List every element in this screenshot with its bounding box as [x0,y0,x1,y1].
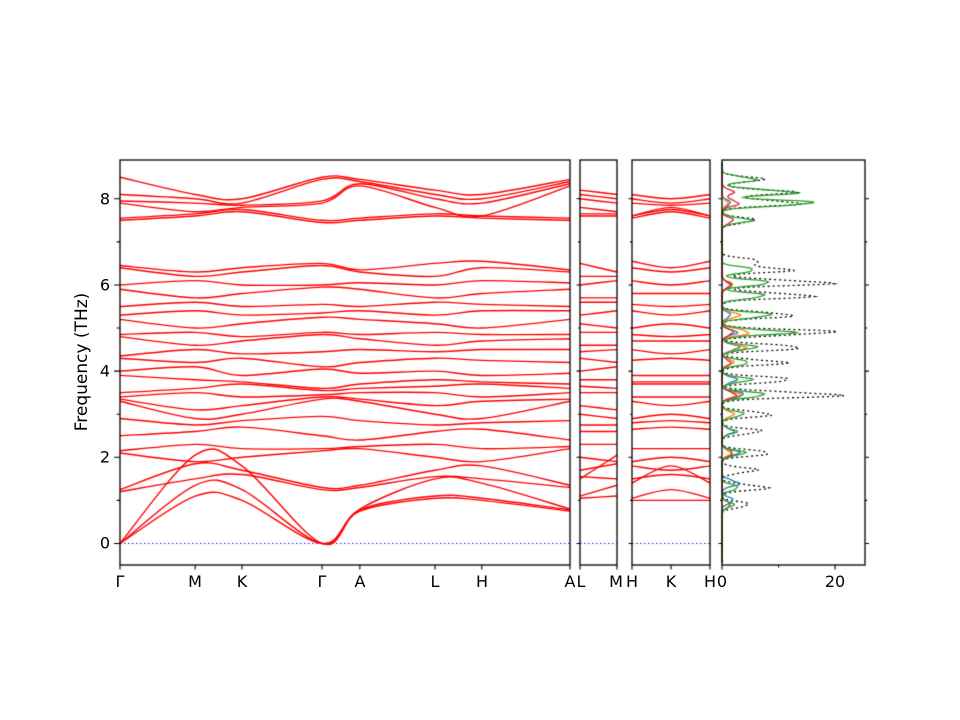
dos-tick-0: 0 [716,572,728,591]
ktick-A-1: A [354,572,366,591]
ktick-L-1: L [430,572,440,591]
ktick-gamma-2: Γ [317,572,327,591]
y-tick-label-4: 4 [99,361,110,381]
ktick-H-1: H [475,572,489,591]
ktick-A-2: A [564,572,576,591]
y-tick-label-0: 0 [99,533,110,553]
dos-tick-20: 20 [824,572,846,591]
ktick-H-2: H [625,572,639,591]
ktick-M-1: M [188,572,202,591]
ktick-M-2: M [609,572,623,591]
ktick-gamma-1: Γ [115,572,125,591]
y-tick-label-8: 8 [99,189,110,209]
y-tick-label-6: 6 [99,275,110,295]
ktick-K-2: K [665,572,677,591]
ktick-L-2: L [576,572,586,591]
ktick-K-1: K [236,572,248,591]
y-tick-label-2: 2 [99,447,110,467]
ktick-H-3: H [703,572,717,591]
